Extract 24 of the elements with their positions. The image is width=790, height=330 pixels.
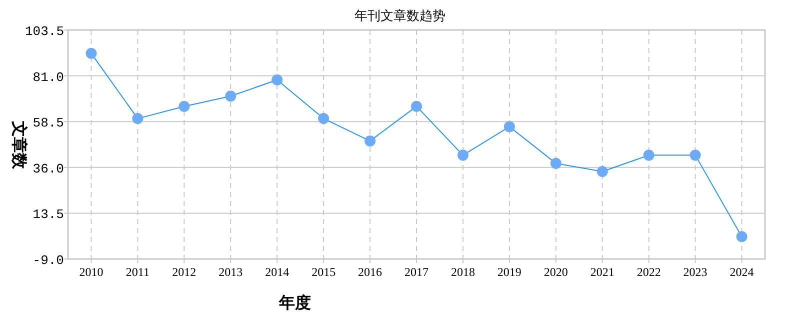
x-tick-label: 2012 xyxy=(172,265,196,279)
x-tick-label: 2023 xyxy=(683,265,708,279)
x-tick-label: 2018 xyxy=(450,265,475,279)
x-tick-label: 2019 xyxy=(497,265,522,279)
x-tick-label: 2020 xyxy=(544,265,568,279)
y-tick-label: 81.0 xyxy=(32,70,64,85)
x-tick-label: 2022 xyxy=(636,265,661,279)
x-tick-label: 2016 xyxy=(358,265,382,279)
x-tick-label: 2024 xyxy=(730,265,754,279)
y-tick-label: 36.0 xyxy=(32,161,64,176)
x-tick-label: 2013 xyxy=(218,265,243,279)
x-tick-label: 2017 xyxy=(404,265,428,279)
x-tick-label: 2021 xyxy=(590,265,614,279)
y-tick-label: 58.5 xyxy=(32,116,64,131)
y-tick-label: -9.0 xyxy=(32,253,64,268)
y-axis-title: 文章数 xyxy=(10,120,28,170)
x-tick-label: 2011 xyxy=(126,265,150,279)
chart-title: 年刊文章数趋势 xyxy=(354,8,446,23)
x-tick-label: 2014 xyxy=(265,265,290,279)
y-tick-label: 13.5 xyxy=(32,207,64,222)
y-tick-label: 103.5 xyxy=(24,24,64,39)
x-tick-label: 2015 xyxy=(312,265,336,279)
x-tick-label: 2010 xyxy=(79,265,104,279)
x-axis-title: 年度 xyxy=(278,293,311,312)
